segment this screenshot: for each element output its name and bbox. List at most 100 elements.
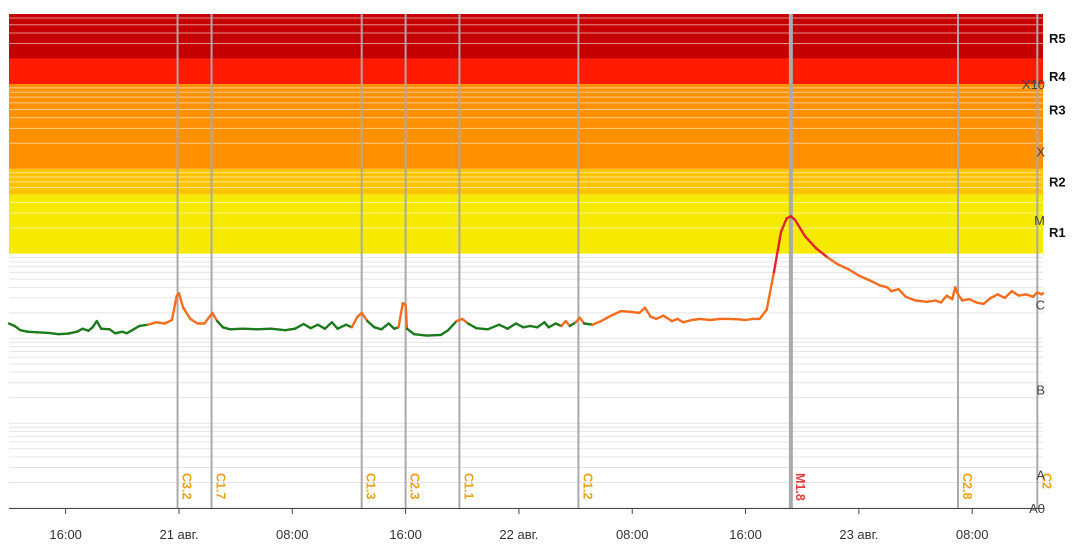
flux-segment	[350, 315, 359, 329]
flux-segment	[163, 318, 174, 325]
flux-segment	[366, 319, 376, 329]
flux-segment	[699, 317, 712, 322]
flux-segment	[19, 329, 29, 333]
band-r4	[9, 58, 1043, 84]
flux-segment	[638, 306, 647, 315]
flux-segment	[599, 314, 613, 323]
flare-labels: C3.2 C1.7 C1.3 C2.3 C1.1 C1.2 M1.8 C2.8 C2	[180, 473, 1054, 501]
flux-segment	[466, 322, 478, 330]
flux-segment	[211, 311, 219, 323]
flare-label-m1-8: M1.8	[793, 473, 807, 501]
flux-segment	[619, 309, 634, 314]
flux-segment	[397, 302, 404, 329]
flux-segment	[904, 295, 917, 302]
r-level-r1: R1	[1049, 225, 1066, 240]
flux-segment	[1024, 293, 1035, 298]
flux-segment	[869, 279, 882, 287]
flux-segment	[486, 323, 501, 331]
flare-label-c1-7: C1.7	[214, 473, 228, 499]
band-r1	[9, 194, 1043, 254]
flux-segment	[1010, 290, 1021, 297]
flux-segment	[996, 293, 1006, 300]
flux-segment	[309, 323, 319, 330]
flux-segment	[690, 317, 702, 322]
flux-segment	[36, 331, 50, 335]
r-level-r3: R3	[1049, 103, 1066, 118]
flux-series	[7, 215, 1045, 337]
flare-label-c2-3: C2.3	[408, 473, 422, 499]
flux-segment	[425, 333, 443, 337]
flux-segment	[330, 321, 339, 330]
flux-segment	[57, 332, 70, 336]
flux-segment	[506, 322, 518, 330]
flux-segment	[293, 322, 305, 330]
flux-segment	[547, 322, 557, 329]
x-tick-label: 22 авг.	[499, 527, 538, 542]
flux-segment	[130, 324, 141, 332]
flux-segment	[682, 318, 693, 324]
flux-segment	[47, 331, 60, 336]
flux-segment	[847, 268, 861, 277]
flux-segment	[836, 263, 851, 271]
flux-segment	[765, 271, 776, 311]
flux-segment	[536, 321, 546, 329]
flux-class-b: B	[1036, 382, 1045, 397]
flux-segment	[982, 296, 992, 306]
flux-segment	[302, 322, 312, 330]
r-level-r5: R5	[1049, 31, 1066, 46]
flux-segment	[954, 286, 960, 296]
gridlines	[9, 256, 1043, 509]
flux-segment	[336, 323, 348, 330]
flux-segment	[793, 218, 807, 238]
flux-segment	[582, 322, 594, 326]
flux-segment	[323, 321, 334, 330]
flux-segment	[228, 327, 244, 331]
flux-segment	[380, 322, 390, 331]
flux-segment	[772, 230, 783, 274]
x-tick-label: 21 авг.	[159, 527, 198, 542]
flux-class-m: M	[1034, 213, 1045, 228]
flux-segment	[925, 299, 937, 303]
flux-segment	[446, 319, 458, 332]
flare-label-c1-3: C1.3	[364, 473, 378, 499]
flux-segment	[404, 303, 409, 330]
flux-segment	[758, 308, 768, 321]
flux-segment	[26, 330, 39, 334]
radio-blackout-labels: R1 R2 R3 R4 R5	[1049, 31, 1066, 240]
flux-segment	[914, 299, 929, 303]
flux-segment	[643, 306, 652, 318]
flux-segment	[387, 322, 396, 330]
flux-segment	[221, 326, 232, 331]
flux-segment	[1040, 292, 1045, 296]
r-level-r2: R2	[1049, 175, 1066, 190]
flux-segment	[968, 298, 978, 304]
flux-class-x: X	[1036, 144, 1045, 159]
flux-segment	[284, 327, 297, 332]
x-tick-label: 16:00	[729, 527, 762, 542]
flux-segment	[316, 323, 327, 330]
band-r5	[9, 14, 1043, 59]
flux-segment	[373, 326, 383, 331]
flux-segment	[815, 247, 829, 259]
flux-segment	[177, 292, 185, 309]
flux-segment	[1003, 290, 1013, 300]
flux-segment	[113, 330, 124, 335]
flare-label-c2-8: C2.8	[960, 473, 974, 499]
flux-segment	[170, 294, 179, 322]
flux-segment	[255, 327, 273, 331]
flux-segment	[138, 323, 150, 328]
flux-segment	[475, 327, 489, 331]
flux-segment	[609, 309, 623, 317]
x-axis: 16:00 21 авг. 08:00 16:00 22 авг. 08:00 16:00 2…	[9, 508, 1044, 542]
flux-segment	[497, 323, 509, 330]
flux-segment	[956, 293, 964, 302]
x-tick-label: 16:00	[49, 527, 82, 542]
radio-blackout-bands	[9, 14, 1043, 254]
x-tick-label: 08:00	[616, 527, 649, 542]
flare-label-c3-2: C3.2	[180, 473, 194, 499]
flare-label-c2: C2	[1039, 473, 1053, 489]
flux-segment	[269, 327, 287, 332]
flux-class-c: C	[1036, 298, 1045, 313]
flux-segment	[989, 293, 999, 300]
